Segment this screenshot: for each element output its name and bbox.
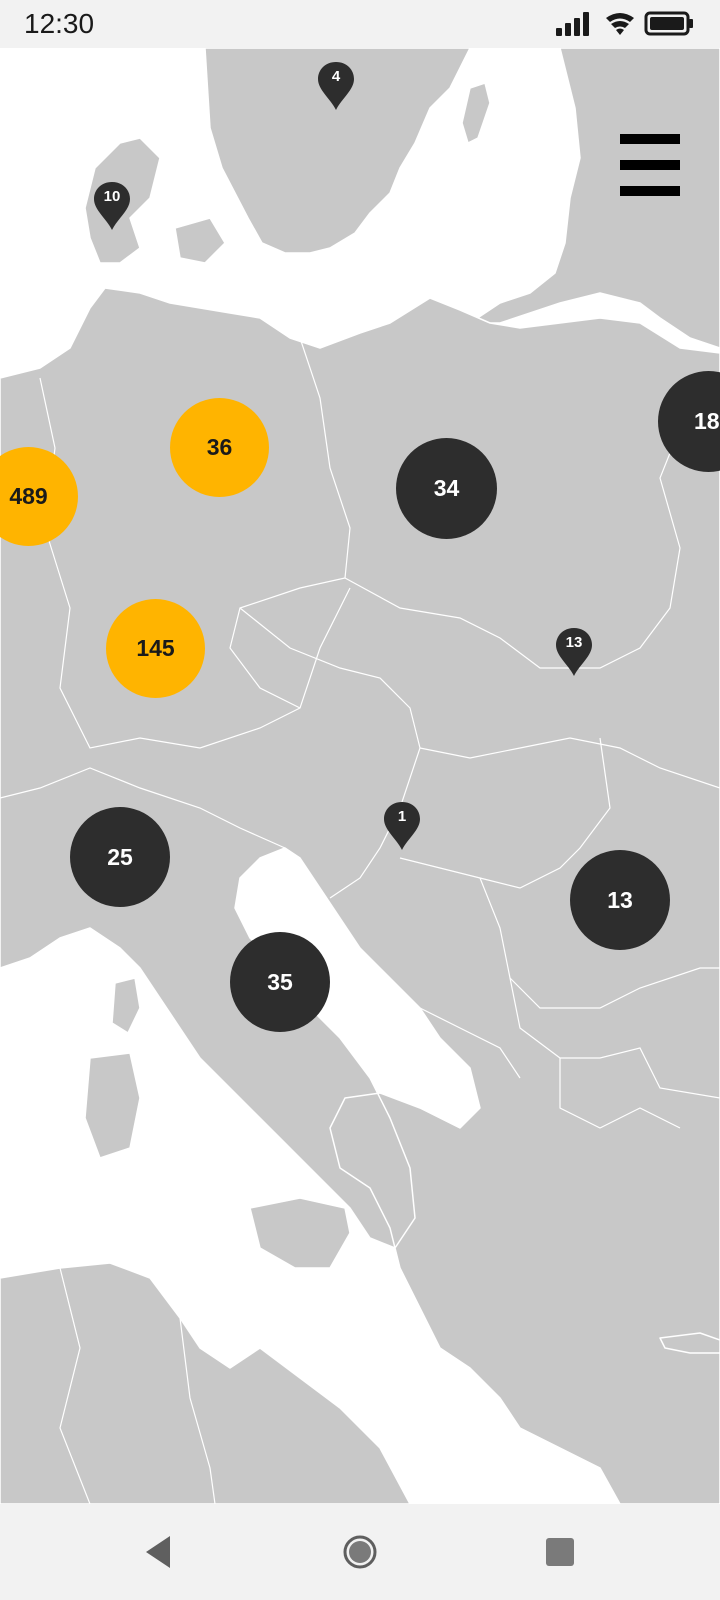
status-time: 12:30 — [24, 8, 95, 39]
status-icons — [556, 10, 696, 38]
land-crete — [659, 1332, 720, 1354]
cluster-count: 34 — [433, 475, 460, 501]
cluster-count: 18 — [694, 408, 720, 434]
map-pin-icon — [318, 62, 354, 110]
cluster-count: 13 — [607, 886, 633, 913]
cluster-count: 489 — [9, 483, 48, 509]
land-corsica — [111, 977, 141, 1034]
back-icon — [146, 1536, 170, 1568]
land-zealand — [174, 217, 226, 264]
hamburger-menu-icon — [620, 134, 680, 144]
battery-icon — [644, 11, 693, 36]
land-sicily — [249, 1197, 351, 1269]
cluster-count: 145 — [136, 635, 175, 661]
cluster-marker[interactable]: 13 — [570, 850, 670, 950]
signal-icon — [556, 12, 589, 36]
cluster-count: 35 — [267, 968, 293, 995]
map-pin[interactable]: 4 — [316, 60, 356, 112]
cluster-marker[interactable]: 36 — [170, 398, 269, 497]
recents-icon — [546, 1538, 574, 1566]
map-pin-icon — [556, 628, 592, 676]
cluster-marker[interactable]: 145 — [106, 599, 205, 698]
land-sweden — [204, 48, 471, 254]
map-pin-icon — [94, 182, 130, 230]
land-north-africa — [0, 1262, 411, 1504]
map-pin[interactable]: 10 — [92, 180, 132, 232]
navigation-bar — [0, 1504, 720, 1600]
cluster-marker[interactable]: 489 — [0, 447, 78, 546]
back-button[interactable] — [134, 1528, 182, 1576]
pin-count: 4 — [331, 68, 341, 85]
land-sardinia — [84, 1052, 141, 1159]
pin-count: 13 — [565, 634, 583, 651]
wifi-icon — [606, 13, 634, 35]
pin-count: 1 — [397, 808, 407, 825]
home-button[interactable] — [336, 1528, 384, 1576]
map-basemap — [0, 48, 720, 1504]
home-icon — [343, 1535, 377, 1569]
map-view[interactable]: 489 36 145 34 18 25 35 13 4 10 13 1 — [0, 48, 720, 1504]
recents-button[interactable] — [536, 1528, 584, 1576]
hamburger-line — [620, 186, 680, 196]
status-bar: 12:30 — [0, 0, 720, 48]
cluster-count: 25 — [107, 843, 133, 870]
map-pin-icon — [384, 802, 420, 850]
cluster-marker[interactable]: 25 — [70, 807, 170, 907]
land-continent — [0, 287, 720, 1504]
cluster-marker[interactable]: 35 — [230, 932, 330, 1032]
cluster-marker[interactable]: 34 — [396, 438, 497, 539]
map-pin[interactable]: 13 — [554, 626, 594, 678]
map-pin[interactable]: 1 — [382, 800, 422, 852]
pin-count: 10 — [103, 188, 121, 205]
menu-button[interactable] — [620, 134, 680, 196]
land-baltics-russia — [469, 48, 720, 349]
land-gotland — [461, 82, 491, 144]
country-borders — [0, 337, 720, 1504]
cluster-count: 36 — [206, 434, 233, 460]
hamburger-line — [620, 160, 680, 170]
